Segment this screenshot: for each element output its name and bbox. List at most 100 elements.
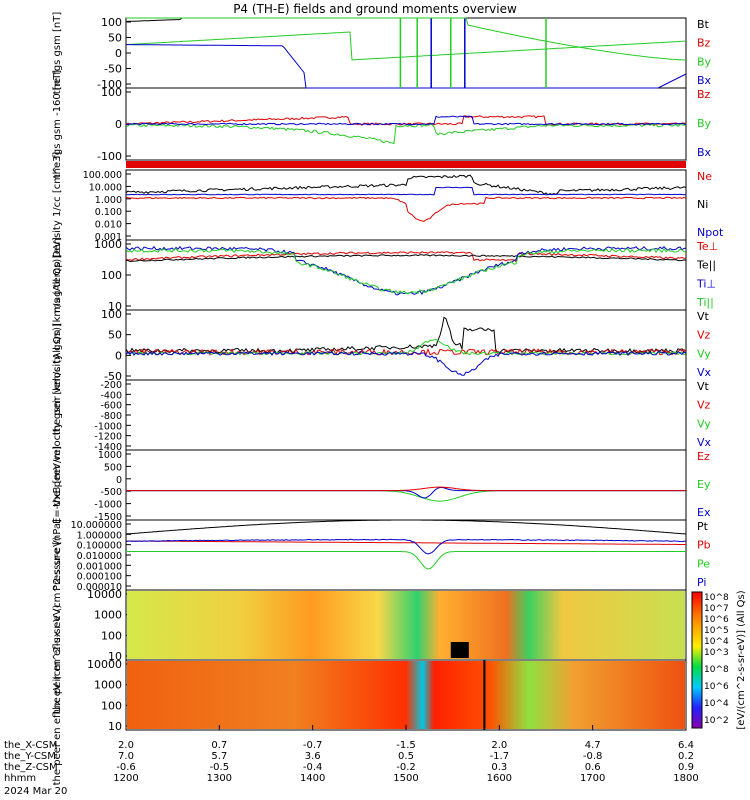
date-label: 2024 Mar 20 (4, 786, 67, 797)
legend-entry: Ne (697, 170, 712, 183)
ephemeris-value: 3.6 (305, 751, 321, 762)
series-vx (125, 350, 687, 376)
series-pe (126, 551, 686, 570)
y-tick-label: -400 (100, 390, 122, 401)
y-tick-label: 0.001000 (77, 561, 122, 572)
y-tick-label: -100 (97, 150, 122, 163)
y-tick-label: -50 (104, 370, 122, 383)
colorbar-tick: 10^6 (704, 615, 729, 625)
ephemeris-label: hhmm (4, 773, 36, 784)
y-axis-label: the peir en eflux eV (cm^2-s-sr-eV) (52, 536, 63, 713)
panel-frame (125, 309, 687, 381)
series-bz (125, 115, 687, 126)
ephemeris-value: 2.0 (491, 740, 507, 751)
legend-entry: Bx (697, 74, 712, 87)
ephemeris-value: -0.6 (116, 762, 136, 773)
y-tick-label: -1500 (94, 512, 122, 523)
y-tick-label: -1400 (94, 442, 122, 453)
ephemeris-value: 1300 (207, 773, 232, 784)
y-tick-label: 10.000000 (71, 520, 122, 531)
y-tick-label: 10.000 (89, 182, 122, 193)
legend-entry: Ti|| (696, 296, 714, 309)
y-tick-label: 0.100000 (77, 541, 122, 552)
y-axis-label: Pressure [nPa] (52, 519, 63, 591)
spectrogram (127, 661, 685, 729)
y-tick-label: 0.010000 (77, 551, 122, 562)
colorbar-tick: 10^7 (704, 604, 729, 614)
y-axis-label: mag temp [eV] (52, 237, 63, 313)
legend-entry: Ti⊥ (696, 277, 716, 290)
y-tick-label: 0.000100 (77, 572, 122, 583)
ephemeris-value: 7.0 (118, 751, 134, 762)
series-npot (126, 186, 687, 196)
y-tick-label: 1.000000 (77, 530, 122, 541)
colorbar-tick: 10^8 (704, 593, 729, 603)
y-tick-label: -500 (100, 487, 122, 498)
legend-entry: Ni (697, 198, 708, 211)
y-tick-label: 10 (108, 650, 122, 663)
colorbar (691, 591, 703, 729)
y-axis-label: the peer velocity gsm [km/s (All Qs)] (52, 323, 63, 507)
ephemeris-value: 0.3 (491, 762, 507, 773)
quality-flag-bar (126, 161, 686, 168)
y-tick-label: 10000 (87, 588, 122, 601)
colorbar-label: [eV/(cm^2-s-sr-eV)] (All Qs) (736, 590, 747, 729)
spectrogram-dark-patch (450, 642, 469, 658)
y-tick-label: -100 (97, 78, 122, 91)
y-tick-label: -1200 (94, 432, 122, 443)
series-vt (125, 316, 687, 354)
y-tick-label: -600 (100, 401, 122, 412)
series-by (125, 123, 687, 145)
y-tick-label: 100 (101, 86, 122, 99)
ephemeris-label: the_X-CSM (4, 740, 57, 751)
y-axis-label: the peer en eflux eV (cm^2-s-sr-eV) (52, 605, 63, 786)
legend-entry: Vt (697, 380, 710, 393)
legend-entry: Bx (697, 146, 712, 159)
y-axis-label: Density 1/cc [cm^-3] (52, 152, 63, 259)
y-tick-label: 1000 (94, 679, 122, 692)
y-axis-label: E=-VxB [mV/m] (52, 446, 63, 524)
y-tick-label: 100 (101, 269, 122, 282)
legend-entry: By (697, 117, 712, 130)
y-tick-label: 10 (108, 300, 122, 313)
y-tick-label: 0 (116, 475, 122, 486)
ephemeris-value: 0.5 (398, 751, 414, 762)
y-tick-label: 1000 (94, 609, 122, 622)
ephemeris-label: the_Y-CSM (4, 751, 56, 762)
y-tick-label: 0.000010 (77, 582, 122, 593)
ephemeris-value: 6.4 (678, 740, 694, 751)
legend-entry: Pt (697, 520, 709, 533)
legend-entry: Pb (697, 539, 711, 552)
y-tick-label: 0 (115, 118, 122, 131)
legend-entry: Vy (697, 417, 711, 430)
legend-entry: Vy (697, 347, 711, 360)
series-by (125, 31, 687, 61)
y-tick-label: 1000 (94, 238, 122, 251)
legend-entry: Te|| (696, 259, 716, 272)
ephemeris-value: 4.7 (585, 740, 601, 751)
y-axis-label: the peir velocity gsm [km/s (All Qs)] (52, 255, 63, 436)
colorbar-tick: 10^3 (704, 648, 729, 658)
legend-entry: Bz (697, 37, 711, 50)
legend-entry: Bz (697, 88, 711, 101)
ephemeris-value: -0.4 (303, 762, 323, 773)
legend-entry: Bt (697, 18, 710, 31)
y-tick-label: -1000 (94, 500, 122, 511)
ephemeris-value: -0.5 (210, 762, 230, 773)
legend-entry: Ez (697, 450, 710, 463)
legend-entry: Npot (697, 226, 724, 239)
ephemeris-value: 1700 (580, 773, 605, 784)
series-te-par (125, 254, 687, 263)
ephemeris-value: 1200 (113, 773, 138, 784)
y-tick-label: 50 (108, 32, 122, 45)
y-tick-label: 100 (101, 699, 122, 712)
y-tick-label: -800 (100, 411, 122, 422)
y-tick-label: 0.001 (95, 232, 122, 243)
ephemeris-value: 1400 (300, 773, 325, 784)
legend-entry: Vz (697, 329, 711, 342)
ephemeris-value: -0.7 (303, 740, 323, 751)
series-ne (125, 196, 687, 222)
series-pb (126, 540, 686, 545)
ephemeris-value: 1600 (487, 773, 512, 784)
